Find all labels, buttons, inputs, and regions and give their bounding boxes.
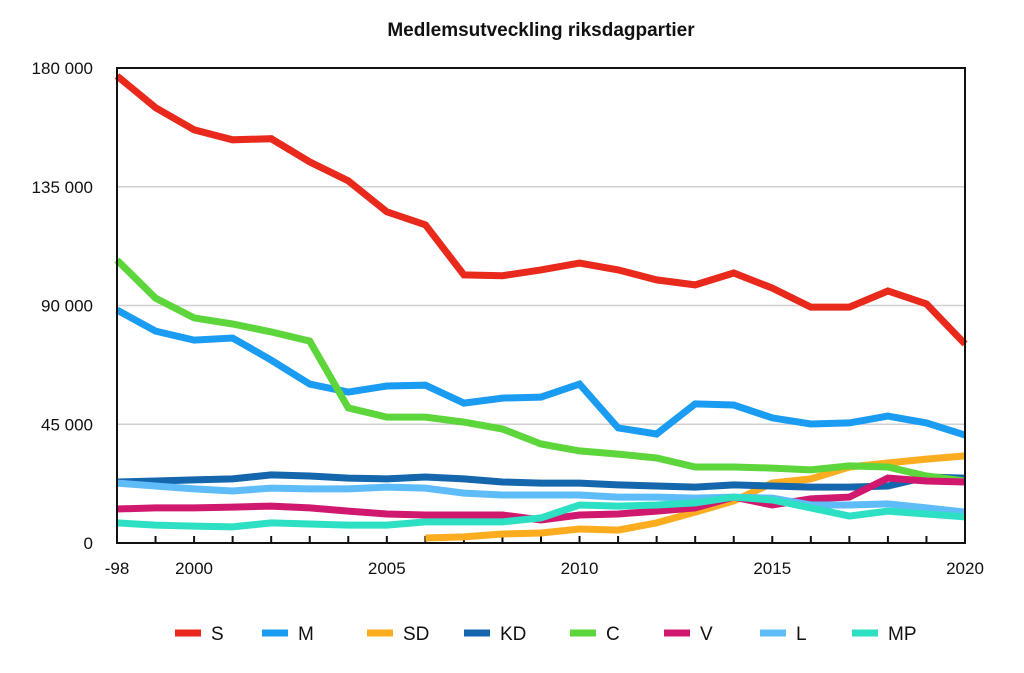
legend-label-m: M (298, 624, 314, 645)
legend-label-l: L (796, 624, 807, 645)
series-line-s (114, 73, 968, 347)
series-line-l (116, 479, 966, 516)
y-tick-label: 180 000 (32, 59, 93, 78)
x-tick-label: 2010 (561, 559, 599, 578)
x-tick-label: -98 (105, 559, 130, 578)
series-line-m (115, 306, 967, 439)
legend-label-kd: KD (500, 624, 526, 645)
legend-label-mp: MP (888, 624, 917, 645)
x-tick-label: 2015 (753, 559, 791, 578)
legend-label-c: C (606, 624, 620, 645)
series-line-c (114, 257, 966, 485)
x-tick-label: 2005 (368, 559, 406, 578)
legend-label-sd: SD (403, 624, 429, 645)
series-line-mp (116, 493, 966, 531)
legend-label-v: V (700, 624, 713, 645)
x-tick-label: 2000 (175, 559, 213, 578)
legend-label-s: S (211, 624, 224, 645)
plot-frame (116, 67, 966, 544)
series-line-kd (116, 471, 966, 491)
y-tick-label: 45 000 (41, 415, 93, 434)
y-tick-label: 90 000 (41, 297, 93, 316)
y-tick-label: 135 000 (32, 178, 93, 197)
chart-title: Medlemsutveckling riksdagpartier (387, 20, 695, 41)
y-tick-label: 0 (84, 534, 93, 553)
x-tick-label: 2020 (946, 559, 984, 578)
